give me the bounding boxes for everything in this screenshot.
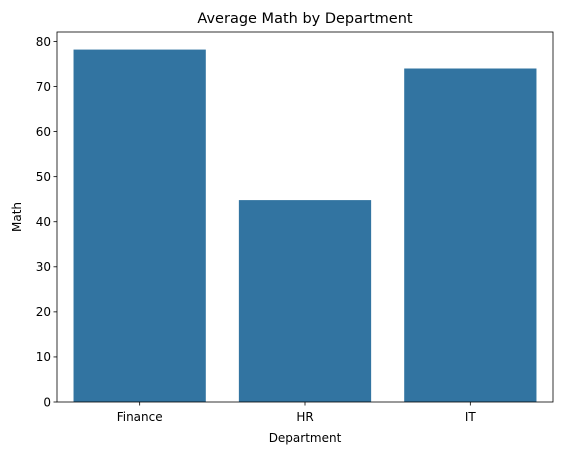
y-tick-label: 50 [36, 170, 51, 184]
x-axis-title: Department [269, 431, 342, 445]
y-tick-label: 60 [36, 125, 51, 139]
y-axis-title: Math [10, 202, 24, 232]
y-tick-label: 20 [36, 305, 51, 319]
y-tick-label: 80 [36, 35, 51, 49]
chart-title: Average Math by Department [197, 11, 412, 27]
x-tick-label: HR [296, 410, 313, 424]
y-tick-label: 0 [43, 395, 51, 409]
x-tick-label: IT [465, 410, 477, 424]
bar-it [404, 68, 537, 402]
y-tick-label: 30 [36, 260, 51, 274]
y-tick-label: 10 [36, 350, 51, 364]
y-tick-label: 40 [36, 215, 51, 229]
x-tick-label: Finance [117, 410, 163, 424]
bar-hr [238, 200, 372, 402]
bar-finance [73, 49, 206, 403]
y-tick-label: 70 [36, 80, 51, 94]
plot-area: 0 10 20 30 40 50 60 70 80 Finance HR IT [36, 31, 554, 424]
